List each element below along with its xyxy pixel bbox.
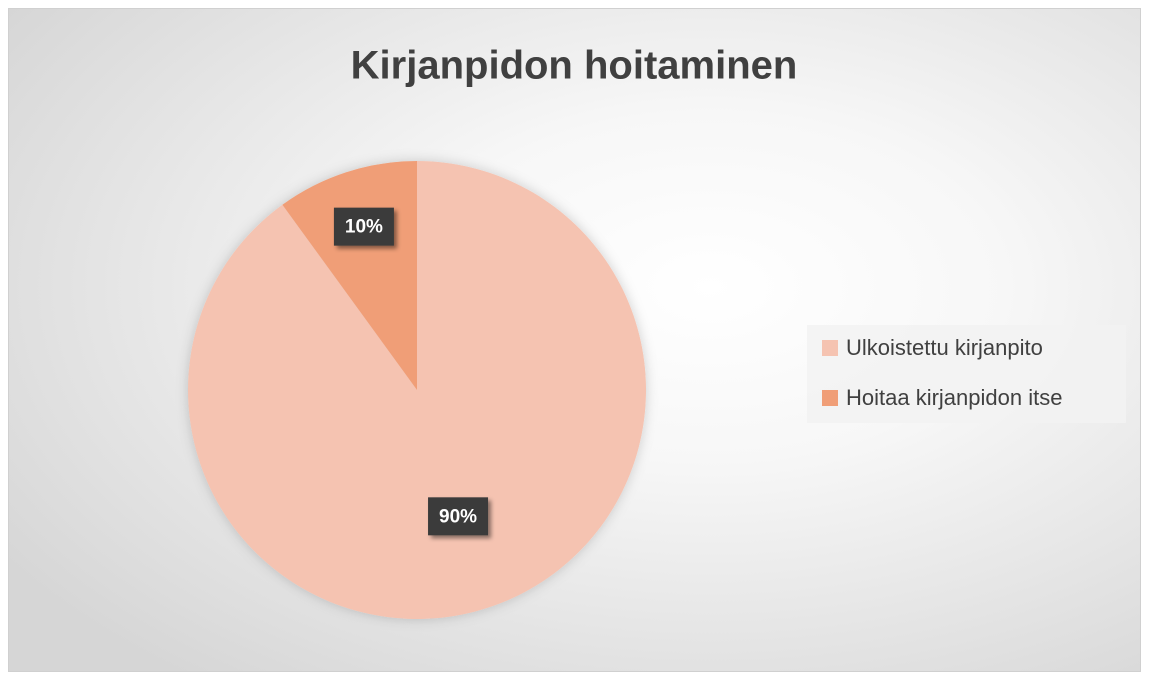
data-label-box (428, 497, 489, 536)
legend (807, 325, 1126, 423)
pie (188, 161, 647, 619)
legend-swatch (822, 390, 838, 406)
legend-label: Hoitaa kirjanpidon itse (846, 385, 1062, 410)
pie-slice (188, 161, 647, 619)
legend-label: Ulkoistettu kirjanpito (846, 335, 1043, 360)
legend-swatch (822, 340, 838, 356)
data-label: 90% (439, 506, 477, 527)
chart-title: Kirjanpidon hoitaminen (351, 44, 798, 88)
data-label: 10% (345, 217, 383, 238)
data-label-box (333, 207, 394, 246)
